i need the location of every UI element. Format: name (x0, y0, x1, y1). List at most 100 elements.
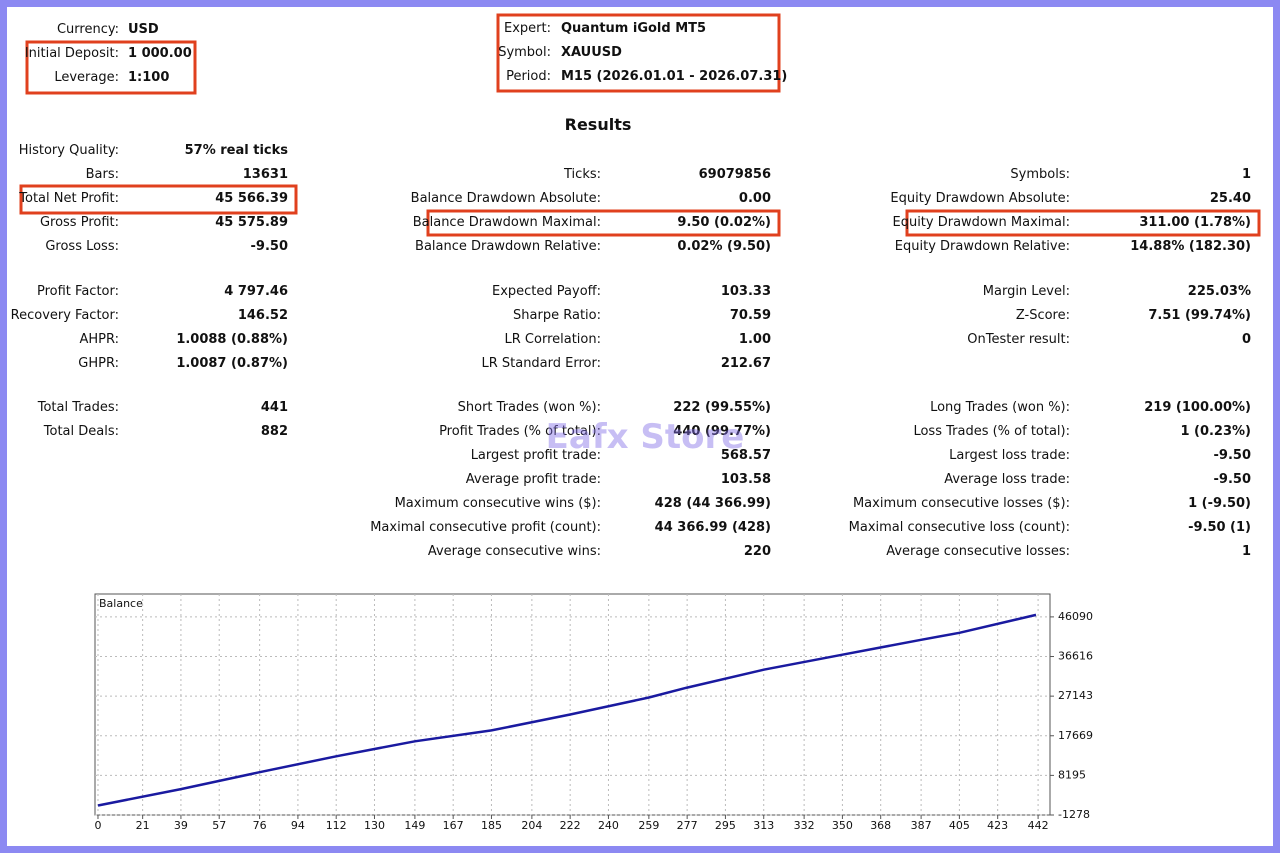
stat-value: 70.59 (729, 308, 771, 323)
stat-value: 1 (1241, 544, 1251, 559)
stat-value: 0 (1241, 332, 1251, 347)
stat-label: LR Correlation: (504, 332, 601, 347)
x-tick-label: 112 (326, 819, 347, 832)
x-tick-label: 185 (481, 819, 502, 832)
stat-label: Average profit trade: (465, 472, 601, 487)
stat-value: 1 (1241, 167, 1251, 182)
header-label: Initial Deposit: (24, 46, 119, 61)
stat-label: Maximum consecutive losses ($): (852, 496, 1070, 511)
stat-value: 146.52 (237, 308, 288, 323)
stat-value: 1.0088 (0.88%) (176, 332, 288, 347)
x-tick-label: 0 (94, 819, 101, 832)
stat-value: -9.50 (1213, 448, 1251, 463)
x-tick-label: 295 (715, 819, 736, 832)
stat-label: Average consecutive wins: (427, 544, 601, 559)
stat-label: Average loss trade: (944, 472, 1070, 487)
stat-label: Largest profit trade: (470, 448, 601, 463)
header-label: Leverage: (54, 70, 119, 85)
stat-label: Equity Drawdown Absolute: (890, 191, 1070, 206)
header-value: M15 (2026.01.01 - 2026.07.31) (561, 69, 788, 84)
stat-label: Gross Profit: (39, 215, 119, 230)
stat-value: 1 (0.23%) (1180, 424, 1251, 439)
x-tick-label: 21 (136, 819, 150, 832)
stat-label: Ticks: (564, 167, 601, 182)
stat-label: Sharpe Ratio: (513, 308, 601, 323)
stat-value: 25.40 (1209, 191, 1251, 206)
y-tick-label: 8195 (1058, 768, 1086, 781)
x-tick-label: 442 (1028, 819, 1049, 832)
stat-value: 220 (743, 544, 771, 559)
stat-label: Total Deals: (43, 424, 119, 439)
stat-value: 222 (99.55%) (673, 400, 771, 415)
header-value: XAUUSD (561, 45, 622, 60)
stat-value: 568.57 (720, 448, 771, 463)
stat-value: -9.50 (1) (1188, 520, 1251, 535)
stat-value: 45 566.39 (215, 191, 288, 206)
stat-label: Z-Score: (1015, 308, 1070, 323)
stat-value: 0.00 (738, 191, 771, 206)
stat-label: LR Standard Error: (481, 356, 601, 371)
x-tick-label: 222 (560, 819, 581, 832)
x-tick-label: 350 (832, 819, 853, 832)
header-value: USD (128, 22, 159, 37)
x-tick-label: 94 (291, 819, 305, 832)
stat-value: 1.00 (738, 332, 771, 347)
stat-value: 225.03% (1187, 284, 1251, 299)
stat-label: Balance Drawdown Maximal: (412, 215, 601, 230)
header-value: 1:100 (128, 70, 170, 85)
y-tick-label: 46090 (1058, 610, 1093, 623)
stat-value: 45 575.89 (215, 215, 288, 230)
x-tick-label: 368 (870, 819, 891, 832)
x-tick-label: 204 (521, 819, 542, 832)
stat-label: Short Trades (won %): (457, 400, 601, 415)
stat-label: Maximal consecutive profit (count): (370, 520, 601, 535)
header-value: 1 000.00 (128, 46, 192, 61)
stat-value: 44 366.99 (428) (654, 520, 771, 535)
x-tick-label: 277 (677, 819, 698, 832)
stat-label: Equity Drawdown Maximal: (892, 215, 1070, 230)
header-label: Expert: (504, 21, 551, 36)
x-tick-label: 130 (364, 819, 385, 832)
stat-label: Largest loss trade: (949, 448, 1070, 463)
x-tick-label: 240 (598, 819, 619, 832)
stat-value: 69079856 (698, 167, 771, 182)
highlight-box (426, 209, 781, 237)
stat-label: Margin Level: (982, 284, 1070, 299)
y-tick-label: 36616 (1058, 650, 1093, 663)
x-tick-label: 423 (987, 819, 1008, 832)
stat-value: 57% real ticks (184, 143, 288, 158)
stat-label: Bars: (85, 167, 119, 182)
highlight-box (496, 13, 781, 93)
y-tick-label: -1278 (1058, 808, 1090, 821)
stat-label: Maximal consecutive loss (count): (848, 520, 1070, 535)
header-value: Quantum iGold MT5 (561, 21, 707, 36)
chart-frame (94, 593, 1051, 816)
x-tick-label: 259 (638, 819, 659, 832)
stat-value: 7.51 (99.74%) (1148, 308, 1251, 323)
x-tick-label: 313 (753, 819, 774, 832)
header-label: Period: (506, 69, 551, 84)
stat-label: Symbols: (1010, 167, 1070, 182)
stat-label: Average consecutive losses: (886, 544, 1070, 559)
stat-label: Maximum consecutive wins ($): (394, 496, 601, 511)
stat-value: 1.0087 (0.87%) (176, 356, 288, 371)
stat-label: AHPR: (79, 332, 119, 347)
stat-label: GHPR: (78, 356, 119, 371)
stat-value: 0.02% (9.50) (677, 239, 771, 254)
stat-value: 13631 (242, 167, 288, 182)
stat-value: 4 797.46 (224, 284, 288, 299)
results-title: Results (564, 115, 632, 134)
highlight-box (25, 40, 197, 95)
stat-value: 1 (-9.50) (1188, 496, 1251, 511)
stat-label: Balance Drawdown Relative: (415, 239, 601, 254)
x-tick-label: 149 (404, 819, 425, 832)
x-tick-label: 167 (443, 819, 464, 832)
stat-value: 103.58 (720, 472, 771, 487)
y-tick-label: 27143 (1058, 689, 1093, 702)
stat-value: -9.50 (250, 239, 288, 254)
x-tick-label: 387 (911, 819, 932, 832)
stat-label: Balance Drawdown Absolute: (410, 191, 601, 206)
x-tick-label: 332 (794, 819, 815, 832)
stat-label: Expected Payoff: (492, 284, 601, 299)
